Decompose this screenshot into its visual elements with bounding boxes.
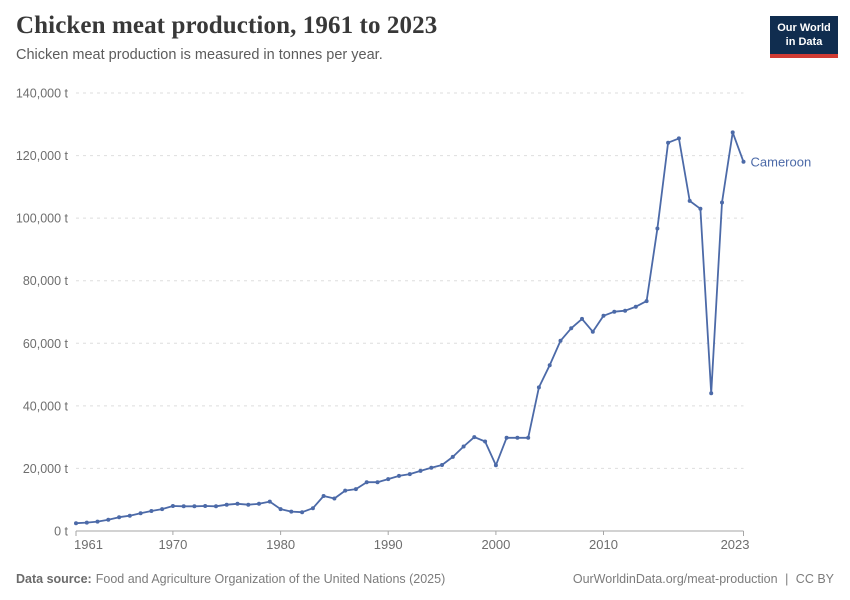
data-point [644,299,649,304]
data-point [310,506,315,511]
data-point [720,200,724,205]
data-point [321,494,326,498]
data-line-cameroon [75,131,745,525]
data-point [138,511,143,516]
data-point [623,308,628,313]
data-point [741,159,746,164]
data-point [224,502,229,507]
data-point [730,130,735,135]
data-point [397,473,401,478]
data-point [590,329,595,334]
data-source: Data source: Food and Agriculture Organiz… [16,572,445,586]
footer-separator: | [785,572,789,586]
data-point [386,477,391,482]
y-tick-label: 100,000 t [16,212,69,226]
data-point [375,480,380,485]
data-point [289,509,294,514]
data-point [676,136,681,141]
x-tick-label: 2010 [589,537,618,552]
data-point [257,501,261,506]
footer-license-link[interactable]: CC BY [795,572,834,586]
data-point [74,521,78,526]
x-tick-label: 2000 [481,537,510,552]
data-point [353,487,358,492]
data-point [569,326,574,331]
data-point [504,435,509,440]
data-source-label: Data source: [16,572,92,586]
chart-subtitle: Chicken meat production is measured in t… [16,47,383,63]
data-point [536,385,541,390]
data-point [429,465,434,470]
data-point [547,363,552,368]
data-point [332,496,337,501]
data-point [483,439,488,444]
data-point [515,435,520,440]
data-point [149,509,154,513]
owid-logo[interactable]: Our World in Data [770,16,838,58]
data-point [203,504,208,508]
data-point [343,488,348,493]
data-point [106,517,111,522]
data-point [278,507,283,512]
data-point [84,520,89,525]
data-point [235,501,240,506]
data-point [192,504,197,509]
data-point [407,472,412,477]
y-tick-label: 0 t [54,525,68,539]
data-point [666,140,671,145]
data-point [612,309,617,314]
data-point [117,515,122,520]
y-tick-label: 60,000 t [23,337,69,351]
data-point [450,454,455,459]
data-point [181,504,186,509]
x-tick-label: 1970 [158,537,187,552]
footer-link[interactable]: OurWorldinData.org/meat-production [572,572,778,586]
series-label-cameroon: Cameroon [751,154,812,169]
data-point [160,507,165,512]
chart-header: Chicken meat production, 1961 to 2023 Ch… [16,12,756,63]
data-point [633,304,638,309]
data-point [364,480,369,485]
data-point [709,391,714,396]
data-point [440,463,444,467]
data-point [687,198,692,203]
x-tick-label: 1990 [374,537,403,552]
data-source-text: Food and Agriculture Organization of the… [95,572,446,586]
y-tick-label: 120,000 t [16,149,69,163]
data-point [655,226,660,231]
x-tick-label: 2023 [721,537,750,552]
logo-text-line2: in Data [785,36,823,49]
data-point [461,444,466,449]
y-tick-label: 80,000 t [23,274,69,288]
data-point [558,338,563,343]
footer-links: OurWorldinData.org/meat-production | CC … [573,572,834,586]
data-point [95,519,100,524]
x-tick-label: 1980 [266,537,295,552]
logo-text-line1: Our World [777,22,831,34]
y-tick-label: 40,000 t [23,399,69,413]
data-point [418,468,423,473]
data-point [127,513,132,518]
data-point [214,504,218,509]
data-point [580,316,584,321]
data-point [300,510,305,515]
page-title: Chicken meat production, 1961 to 2023 [16,12,438,39]
data-point [472,435,477,440]
data-point [267,499,272,504]
y-tick-label: 20,000 t [23,462,69,476]
chart-footer: Data source: Food and Agriculture Organiz… [16,572,834,586]
data-point [526,435,531,440]
x-tick-label: 1961 [74,537,103,552]
data-point [601,313,606,318]
data-point [493,463,498,468]
y-tick-label: 140,000 t [16,87,69,101]
data-point [246,502,251,507]
data-point [170,504,175,508]
data-point [698,206,703,211]
